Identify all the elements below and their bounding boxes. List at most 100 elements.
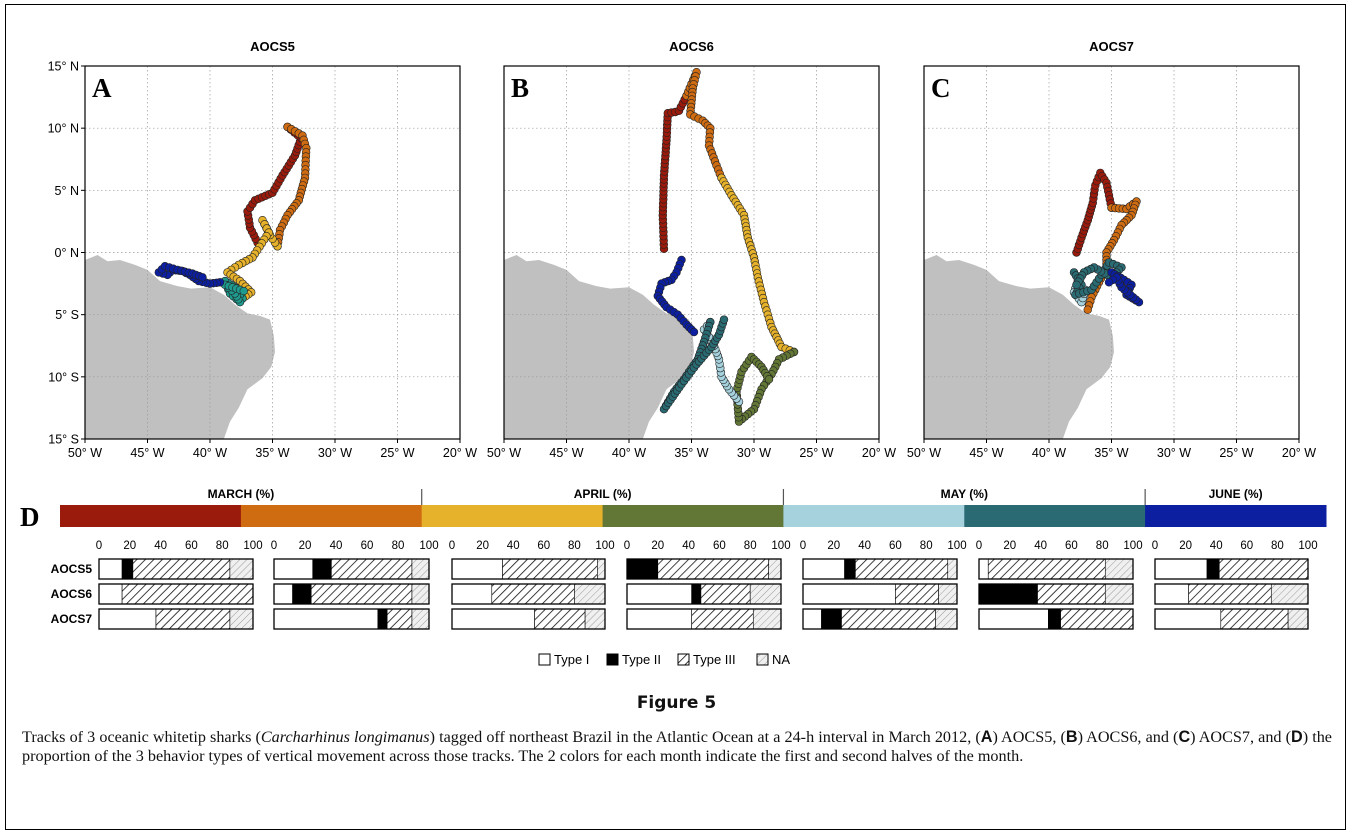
map-title: AOCS5 (250, 39, 295, 54)
bar-outline (978, 558, 1134, 580)
bar-segment-na (574, 583, 606, 605)
x-tick-label: 40 (858, 540, 871, 552)
bar-segment-type-iii (310, 583, 413, 605)
x-tick-label: 100 (1298, 540, 1317, 552)
figure-frame (5, 4, 1346, 830)
bar-segment-na (749, 583, 782, 605)
bar-segment-type-ii (1048, 608, 1061, 630)
bar-outline (626, 558, 782, 580)
panel-letter: A (92, 73, 112, 103)
bar-segment-type-ii (844, 558, 856, 580)
bar-segment-type-iii (691, 608, 754, 630)
caption-part: Tracks of 3 oceanic whitetip sharks ( (22, 728, 261, 746)
bar-segment-na (411, 608, 430, 630)
map-panel-aocs6: AOCS6 B 50° W 45° W 40° W 35° W 30° W 25° W 20° … (487, 39, 896, 460)
bar-segment-type-iii (1188, 583, 1272, 605)
bar-segment-type-ii (312, 558, 332, 580)
bar-segment-type-i (451, 558, 503, 580)
bar-segment-type-ii (292, 583, 312, 605)
bar-segment-type-i (1154, 583, 1189, 605)
lat-tick-label: 15° N (48, 60, 79, 74)
track-may2 (659, 315, 729, 414)
lon-tick-label: 50° W (487, 446, 521, 460)
bar-segment-type-iii (121, 583, 254, 605)
bar-segment-type-ii (377, 608, 388, 630)
lon-tick-label: 35° W (1094, 446, 1128, 460)
bar-segment-type-i (626, 583, 692, 605)
bar-segment-type-iii (895, 583, 939, 605)
lat-tick-label: 10° N (48, 122, 79, 136)
bar-segment-type-iii (1220, 608, 1289, 630)
bar-segment-na (947, 558, 958, 580)
x-tick-label: 20 (1003, 540, 1016, 552)
x-tick-label: 0 (976, 540, 982, 552)
land-brazil (85, 255, 275, 439)
map-content (504, 66, 879, 439)
bar-segment-type-iii (331, 558, 413, 580)
bar-segment-type-i (802, 558, 845, 580)
bar-segment-type-iii (987, 558, 1106, 580)
bar-segment-na (1287, 608, 1309, 630)
bar-outline (451, 583, 606, 605)
bar-outline (451, 558, 606, 580)
bar-segment-type-i (802, 583, 896, 605)
bar-segment-type-i (1154, 608, 1222, 630)
caption-part: A (980, 728, 993, 746)
bar-outline (98, 608, 254, 630)
lon-tick-label: 50° W (68, 446, 102, 460)
bar-segment-type-ii (978, 583, 1038, 605)
chart-legend: Type I Type II Type III NA (538, 652, 790, 667)
track-position (1104, 278, 1114, 287)
lon-tick-label: 35° W (674, 446, 708, 460)
bar-segment-type-i (451, 608, 535, 630)
x-tick-label: 60 (537, 540, 550, 552)
legend-swatch (606, 653, 619, 666)
bar-segment-type-i (273, 608, 379, 630)
bar-outline (1154, 558, 1309, 580)
x-tick-label: 40 (330, 540, 343, 552)
bar-outline (1154, 608, 1309, 630)
lat-tick-label: 15° S (48, 433, 79, 447)
bar-outline (626, 583, 782, 605)
bar-segment-type-ii (821, 608, 842, 630)
bar-outline (273, 608, 430, 630)
track-position (764, 375, 774, 384)
bar-segment-type-iii (502, 558, 598, 580)
x-tick-label: 20 (827, 540, 840, 552)
month-label: JUNE (%) (1209, 487, 1263, 501)
bar-segment-type-iii (657, 558, 769, 580)
x-tick-label: 80 (392, 540, 405, 552)
lon-tick-label: 20° W (862, 446, 896, 460)
bar-segment-na (1104, 583, 1134, 605)
legend-label: Type II (622, 652, 661, 667)
x-tick-label: 80 (216, 540, 229, 552)
bar-outline (978, 583, 1134, 605)
caption-part: B (1065, 728, 1078, 746)
bar-segment-na (768, 558, 782, 580)
lon-tick-label: 25° W (380, 446, 414, 460)
bar-segment-type-i (273, 583, 293, 605)
month-bar-apr1 (421, 505, 604, 527)
bar-segment-type-iii (700, 583, 751, 605)
x-tick-label: 60 (713, 540, 726, 552)
lon-tick-label: 35° W (255, 446, 289, 460)
track-jun (653, 255, 699, 337)
x-tick-label: 80 (1096, 540, 1109, 552)
bar-segment-type-i (978, 558, 989, 580)
bar-outline (273, 558, 430, 580)
lon-tick-label: 40° W (1032, 446, 1066, 460)
bar-segment-type-i (98, 608, 157, 630)
bar-segment-type-ii (1206, 558, 1220, 580)
bar-segment-na (935, 608, 958, 630)
bar-segment-type-i (273, 558, 314, 580)
x-tick-label: 0 (271, 540, 277, 552)
caption-part: ) AOCS5, ( (992, 728, 1066, 746)
lon-tick-label: 25° W (799, 446, 833, 460)
track-apr1 (223, 216, 282, 303)
bar-segment-na (584, 608, 606, 630)
bar-segment-type-iii (155, 608, 231, 630)
bar-outline (802, 558, 958, 580)
bar-segment-type-iii (132, 558, 231, 580)
track-mar2 (273, 122, 311, 251)
